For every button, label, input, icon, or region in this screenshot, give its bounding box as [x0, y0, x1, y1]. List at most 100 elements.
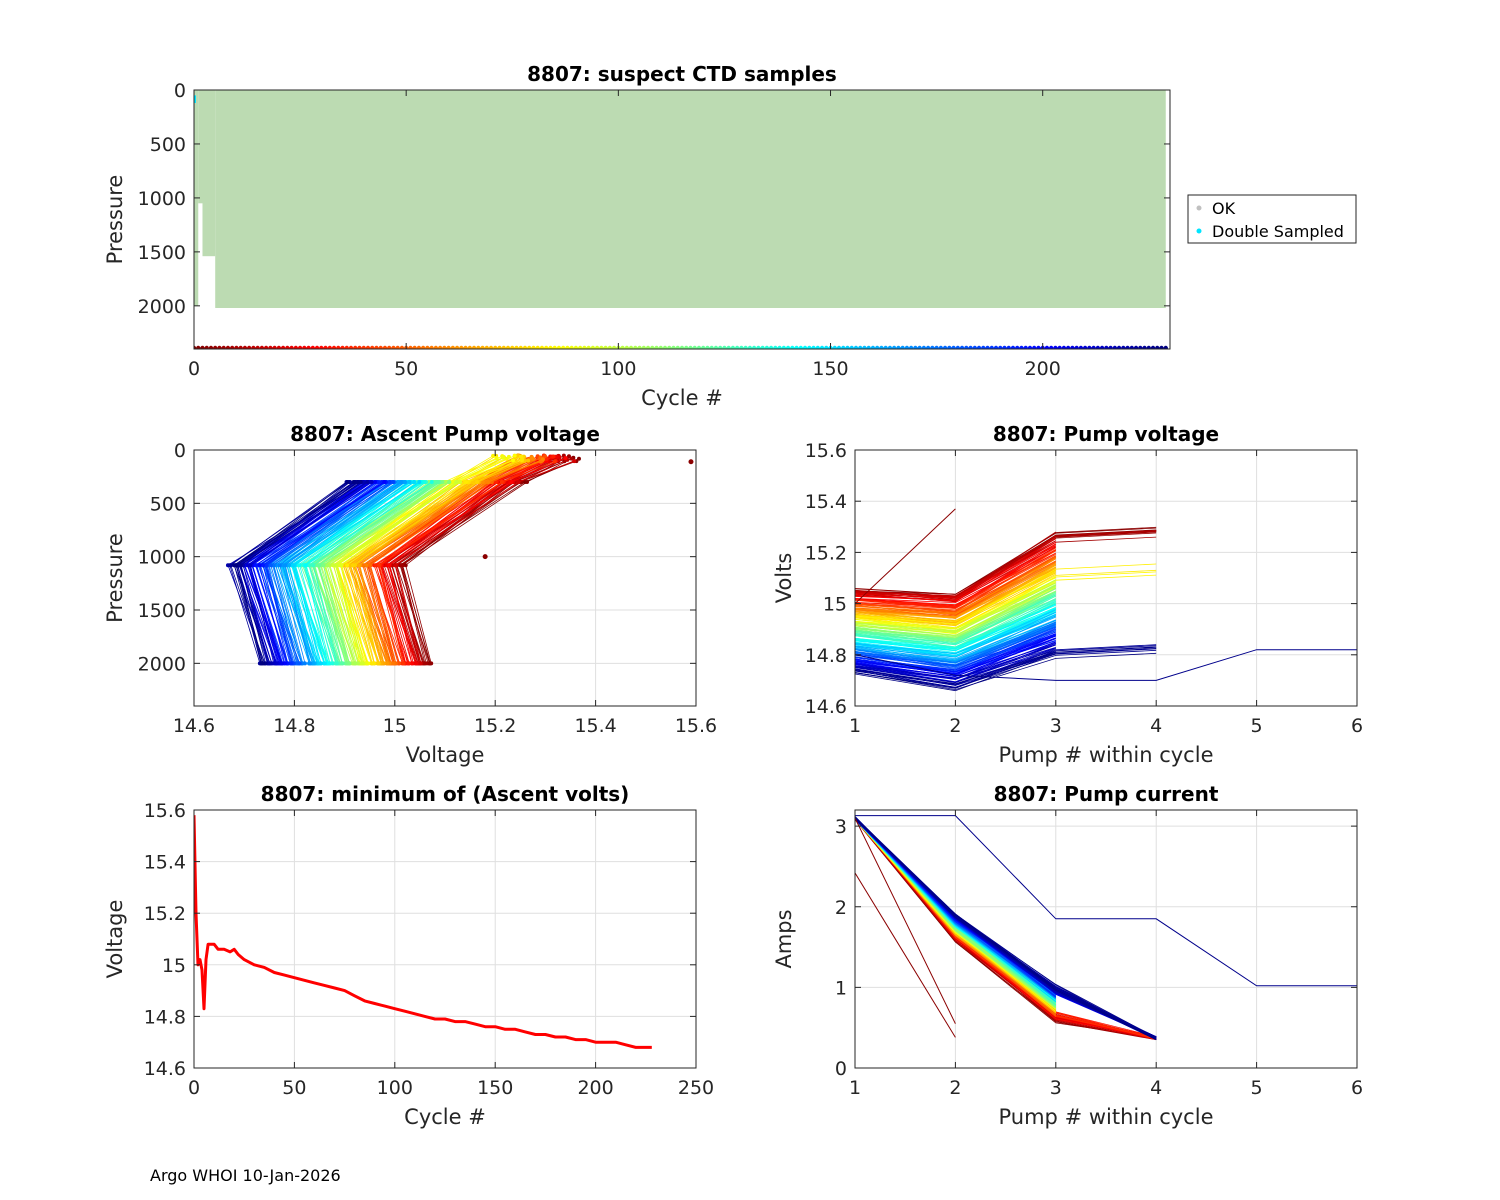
cycle-marker — [798, 345, 804, 349]
cycle-marker — [433, 345, 439, 349]
cycle-line — [855, 603, 1056, 652]
cycle-marker — [357, 345, 362, 349]
cycle-point — [351, 480, 356, 484]
cycle-marker — [650, 345, 655, 349]
cycle-marker — [297, 345, 303, 349]
cycle-marker — [688, 345, 693, 349]
cycle-marker — [221, 345, 226, 349]
cycle-marker — [480, 345, 485, 349]
x-tick-label: 250 — [678, 1077, 714, 1099]
cycle-line — [855, 582, 1056, 633]
cycle-marker — [603, 345, 608, 349]
cycle-marker — [633, 345, 638, 349]
y-axis-label: Volts — [772, 553, 796, 604]
cycle-marker — [548, 345, 553, 349]
y-axis-label: Voltage — [103, 900, 127, 979]
cycle-marker — [777, 345, 782, 349]
cycle-line — [855, 652, 1157, 691]
cycle-line — [855, 592, 1056, 642]
cycle-point — [474, 480, 479, 484]
cycle-marker — [879, 345, 884, 349]
cycle-point — [576, 456, 581, 461]
cycle-marker — [836, 345, 842, 349]
plot-content — [194, 815, 652, 1049]
cycle-marker — [319, 345, 324, 349]
cycle-marker — [556, 345, 562, 349]
ok-samples-block — [215, 90, 1166, 308]
cycle-point — [228, 563, 233, 568]
axes-box — [193, 449, 697, 707]
cycle-marker — [760, 345, 765, 349]
cycle-point — [288, 661, 293, 666]
cycle-marker — [679, 345, 685, 349]
cycle-marker — [870, 345, 876, 349]
x-axis-label: Pump # within cycle — [999, 1105, 1214, 1129]
cycle-point — [261, 563, 266, 568]
cycle-marker — [336, 345, 341, 349]
cycle-marker — [972, 345, 977, 349]
cycle-marker — [420, 345, 426, 349]
y-tick-label: 14.8 — [805, 645, 847, 667]
cycle-line — [369, 457, 541, 664]
cycle-point — [399, 563, 404, 568]
cycle-point — [375, 661, 380, 666]
legend-label: OK — [1212, 199, 1236, 218]
cycle-marker — [560, 345, 566, 349]
cycle-marker — [802, 345, 808, 349]
x-tick-label: 15 — [383, 715, 407, 737]
cycle-line — [352, 459, 544, 664]
cycle-marker — [1061, 345, 1067, 349]
cycle-marker — [204, 345, 209, 349]
chart-title: 8807: suspect CTD samples — [527, 62, 837, 86]
cycle-marker — [497, 345, 502, 349]
cycle-point — [268, 563, 273, 568]
x-tick-label: 3 — [1050, 1077, 1062, 1099]
cycle-line — [855, 609, 1056, 655]
y-tick-label: 0 — [835, 1058, 847, 1080]
cycle-point — [303, 563, 308, 568]
cycle-point — [530, 455, 535, 460]
cycle-marker — [701, 345, 706, 349]
x-tick-label: 1 — [849, 715, 861, 737]
cycle-point — [399, 480, 404, 484]
cycle-point — [345, 480, 350, 484]
cycle-point — [417, 480, 422, 484]
axes-box — [854, 809, 1358, 1069]
cycle-marker — [641, 345, 647, 349]
cycle-point — [331, 563, 336, 568]
cycle-marker — [883, 345, 888, 349]
cycle-line — [855, 649, 1157, 688]
outlier-point — [688, 459, 694, 465]
cycle-marker — [302, 345, 307, 349]
cycle-marker — [293, 345, 299, 349]
cycle-marker — [841, 345, 846, 349]
cycle-point — [551, 454, 556, 459]
cycle-point — [412, 480, 417, 484]
cycle-point — [554, 454, 559, 459]
cycle-marker — [1125, 345, 1130, 349]
legend-label: Double Sampled — [1212, 222, 1344, 241]
cycle-point — [464, 480, 469, 484]
cycle-marker — [353, 345, 358, 349]
cycle-marker — [858, 345, 863, 349]
cycle-marker — [454, 345, 460, 349]
cycle-point — [319, 661, 324, 666]
cycle-line — [855, 607, 1056, 648]
cycle-line — [855, 633, 1056, 673]
y-tick-label: 15.4 — [144, 852, 186, 874]
cycle-marker — [968, 345, 973, 349]
x-axis-label: Cycle # — [404, 1105, 486, 1129]
cycle-line — [855, 620, 1056, 660]
cycle-marker — [306, 345, 311, 349]
cycle-point — [391, 661, 396, 666]
cycle-point — [371, 661, 376, 666]
cycle-marker — [196, 345, 201, 349]
cycle-point — [542, 454, 547, 459]
x-tick-label: 50 — [282, 1077, 306, 1099]
special-series-line — [855, 649, 1357, 681]
y-tick-label: 15.2 — [805, 542, 847, 564]
x-tick-label: 14.6 — [173, 715, 215, 737]
cycle-point — [277, 563, 282, 568]
cycle-marker — [208, 345, 214, 349]
